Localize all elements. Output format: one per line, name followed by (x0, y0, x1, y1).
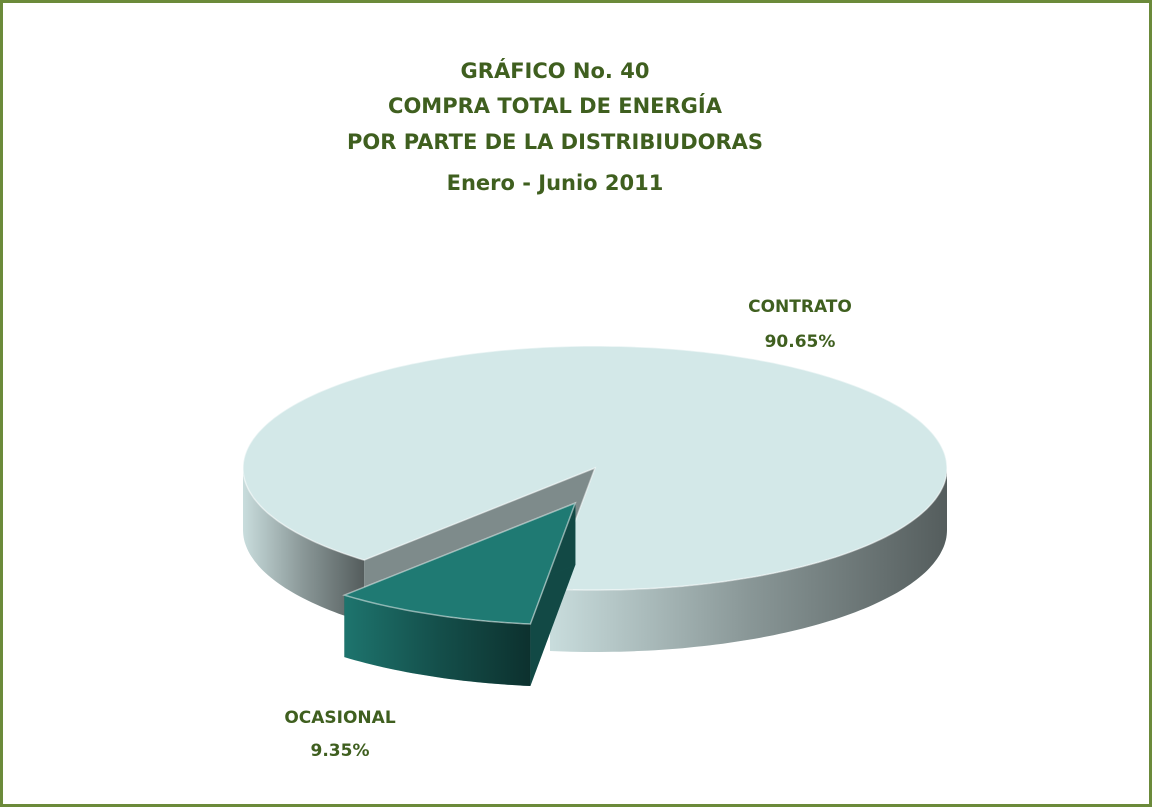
slice-side-shade (550, 468, 947, 652)
chart-title: GRÁFICO No. 40 (461, 58, 650, 83)
slice-side-shade (344, 595, 531, 686)
slice (342, 501, 577, 625)
slice-value-label: 90.65% (765, 332, 836, 352)
pie (242, 345, 948, 686)
slice-label: OCASIONAL (284, 708, 395, 728)
slice-side-shade (243, 468, 365, 623)
slice-value-label: 9.35% (311, 741, 370, 761)
chart-title: POR PARTE DE LA DISTRIBIUDORAS (347, 130, 763, 154)
slice (242, 345, 948, 591)
chart-title: Enero - Junio 2011 (447, 171, 664, 195)
chart-title: COMPRA TOTAL DE ENERGÍA (388, 93, 723, 118)
slice-label: CONTRATO (748, 297, 852, 317)
